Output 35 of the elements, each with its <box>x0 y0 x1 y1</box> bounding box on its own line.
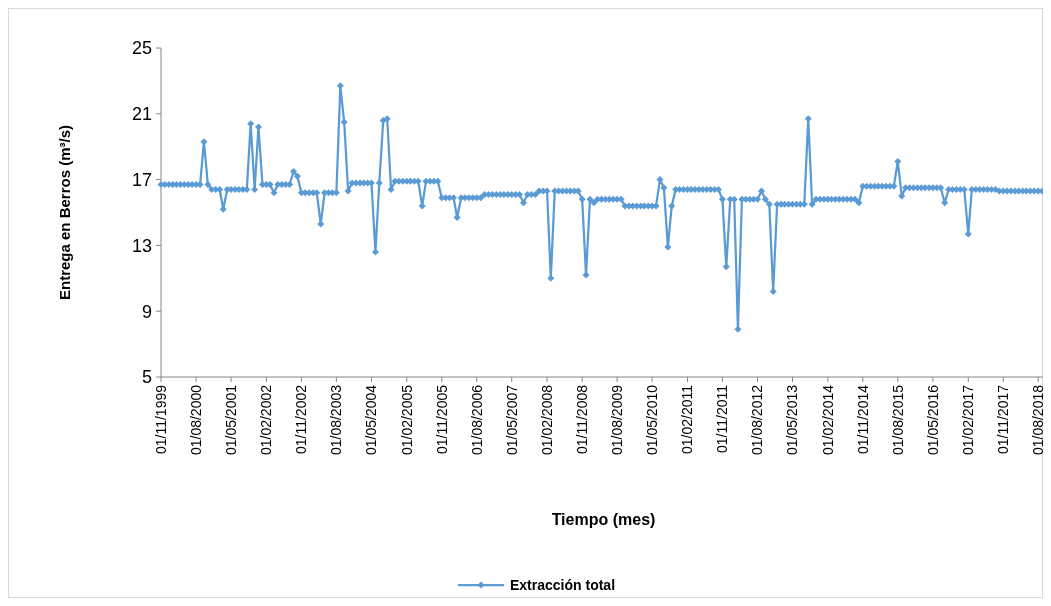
y-tick-label: 25 <box>131 38 152 59</box>
x-tick-label: 01/05/2004 <box>363 384 380 456</box>
x-tick-label: 01/11/2014 <box>854 384 871 455</box>
x-tick-label: 01/11/2002 <box>293 384 310 455</box>
x-tick-label: 01/11/2005 <box>433 384 450 455</box>
y-axis-title: Entrega en Berros (m³/s) <box>56 124 73 301</box>
x-tick-label: 01/02/2014 <box>819 384 836 456</box>
x-tick-label: 01/08/2000 <box>188 384 204 456</box>
x-tick-label: 01/11/2011 <box>714 384 731 453</box>
x-tick-label: 01/05/2013 <box>784 384 801 456</box>
x-tick-label: 01/11/2017 <box>995 384 1012 455</box>
x-tick-label: 01/02/2017 <box>960 384 977 456</box>
x-tick-label: 01/11/1999 <box>152 384 169 455</box>
x-tick-label: 01/11/2008 <box>574 384 591 455</box>
y-tick-label: 17 <box>131 169 152 190</box>
x-tick-label: 01/05/2001 <box>222 384 239 456</box>
x-tick-label: 01/05/2007 <box>503 384 520 456</box>
x-tick-label: 01/08/2003 <box>328 384 345 456</box>
x-tick-label: 01/05/2010 <box>644 384 661 456</box>
x-tick-label: 01/02/2005 <box>398 384 415 456</box>
y-tick-label: 9 <box>141 301 152 322</box>
x-tick-label: 01/02/2008 <box>538 384 555 456</box>
y-tick-label: 13 <box>131 235 152 256</box>
legend-label: Extracción total <box>510 576 616 593</box>
y-tick-label: 5 <box>141 367 152 388</box>
x-tick-label: 01/08/2018 <box>1030 384 1047 456</box>
x-tick-label: 01/08/2012 <box>749 384 766 456</box>
x-axis-title: Tiempo (mes) <box>551 511 656 528</box>
y-tick-label: 21 <box>131 104 152 125</box>
x-tick-label: 01/02/2002 <box>258 384 275 456</box>
x-tick-label: 01/08/2006 <box>468 384 485 456</box>
x-tick-label: 01/08/2015 <box>889 384 906 456</box>
x-tick-label: 01/02/2011 <box>679 384 696 455</box>
x-tick-label: 01/05/2016 <box>924 384 941 456</box>
x-tick-label: 01/08/2009 <box>609 384 626 456</box>
